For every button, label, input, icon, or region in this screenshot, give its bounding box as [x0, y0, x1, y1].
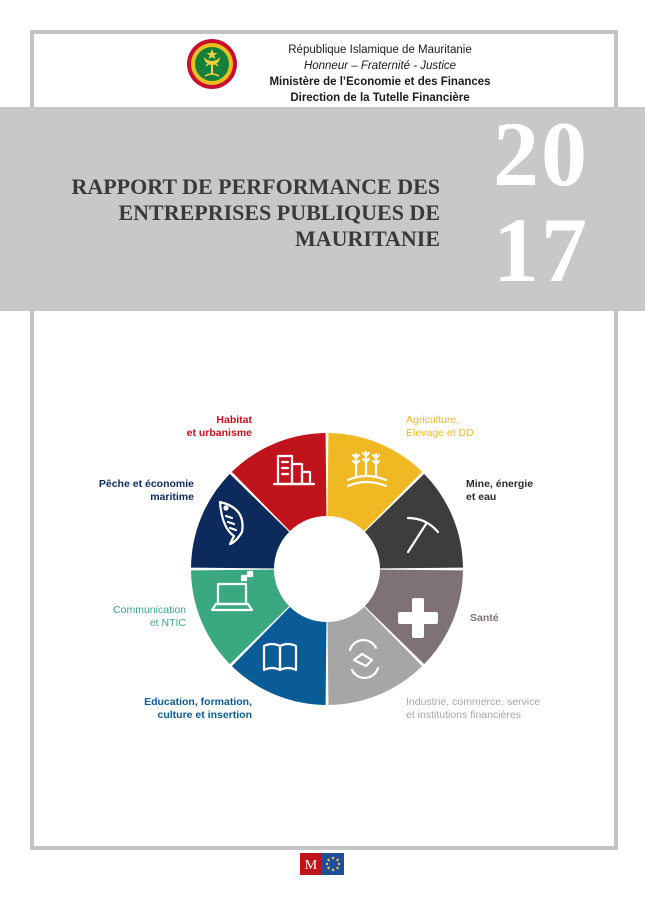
handshake-icon — [348, 638, 380, 680]
sector-label-mine: Mine, énergie et eau — [466, 478, 566, 504]
sector-label-line2: maritime — [150, 491, 194, 503]
title-band — [0, 107, 645, 311]
sector-label-line1: Mine, énergie — [466, 478, 534, 490]
sector-label-line2: et institutions financières — [406, 709, 521, 721]
ministry-logo-icon: M — [300, 853, 344, 875]
wheat-field-icon — [346, 450, 388, 488]
sector-label-industrie: Industrie, commerce, service et institut… — [406, 696, 586, 722]
sector-label-line2: culture et insertion — [157, 709, 252, 721]
year-part2: 17 — [493, 199, 589, 301]
sector-label-communication: Communication et NTIC — [86, 604, 186, 630]
wheel-segment — [362, 473, 463, 569]
sector-label-habitat: Habitat et urbanisme — [150, 414, 252, 440]
wheel-center-hole — [274, 516, 380, 622]
sector-label-line1: Santé — [470, 612, 499, 624]
sector-label-line2: et urbanisme — [186, 427, 252, 439]
sector-label-line1: Pêche et économie — [98, 478, 194, 490]
sector-label-peche: Pêche et économie maritime — [80, 478, 194, 504]
wheel-segment — [191, 569, 292, 665]
national-emblem-icon — [187, 39, 237, 89]
sector-label-line2: et NTIC — [149, 617, 186, 629]
health-cross-icon — [398, 598, 438, 638]
open-book-icon — [262, 642, 298, 672]
year-part1: 20 — [493, 103, 589, 205]
report-title: RAPPORT DE PERFORMANCE DES ENTREPRISES P… — [20, 174, 440, 252]
footer-logo-letter: M — [305, 858, 318, 873]
sector-label-education: Education, formation, culture et inserti… — [112, 696, 252, 722]
sector-label-line2: Elevage et DD — [406, 427, 474, 439]
ministry-name: Ministère de l’Economie et des Finances — [269, 76, 491, 88]
wheel-segment — [327, 604, 423, 705]
sector-label-line1: Communication — [113, 604, 186, 616]
sector-label-line1: Agriculture, — [406, 414, 460, 426]
sector-label-line1: Education, formation, — [144, 696, 252, 708]
laptop-icon — [210, 570, 254, 612]
sector-label-sante: Santé — [470, 612, 550, 625]
national-motto: Honneur – Fraternité - Justice — [303, 60, 457, 72]
sector-label-line1: Habitat — [216, 414, 252, 426]
sector-label-agriculture: Agriculture, Elevage et DD — [406, 414, 526, 440]
sector-wheel — [191, 433, 463, 705]
direction-name: Direction de la Tutelle Financière — [290, 92, 470, 104]
country-name: République Islamique de Mauritanie — [288, 44, 472, 56]
report-title-line3: MAURITANIE — [294, 226, 440, 251]
fish-icon — [218, 500, 244, 546]
report-title-line2: ENTREPRISES PUBLIQUES DE — [118, 200, 440, 225]
pickaxe-icon — [406, 516, 440, 554]
buildings-icon — [272, 454, 316, 486]
sector-label-line2: et eau — [466, 491, 497, 503]
report-title-line1: RAPPORT DE PERFORMANCE DES — [71, 174, 440, 199]
sector-label-line1: Industrie, commerce, service — [406, 696, 541, 708]
